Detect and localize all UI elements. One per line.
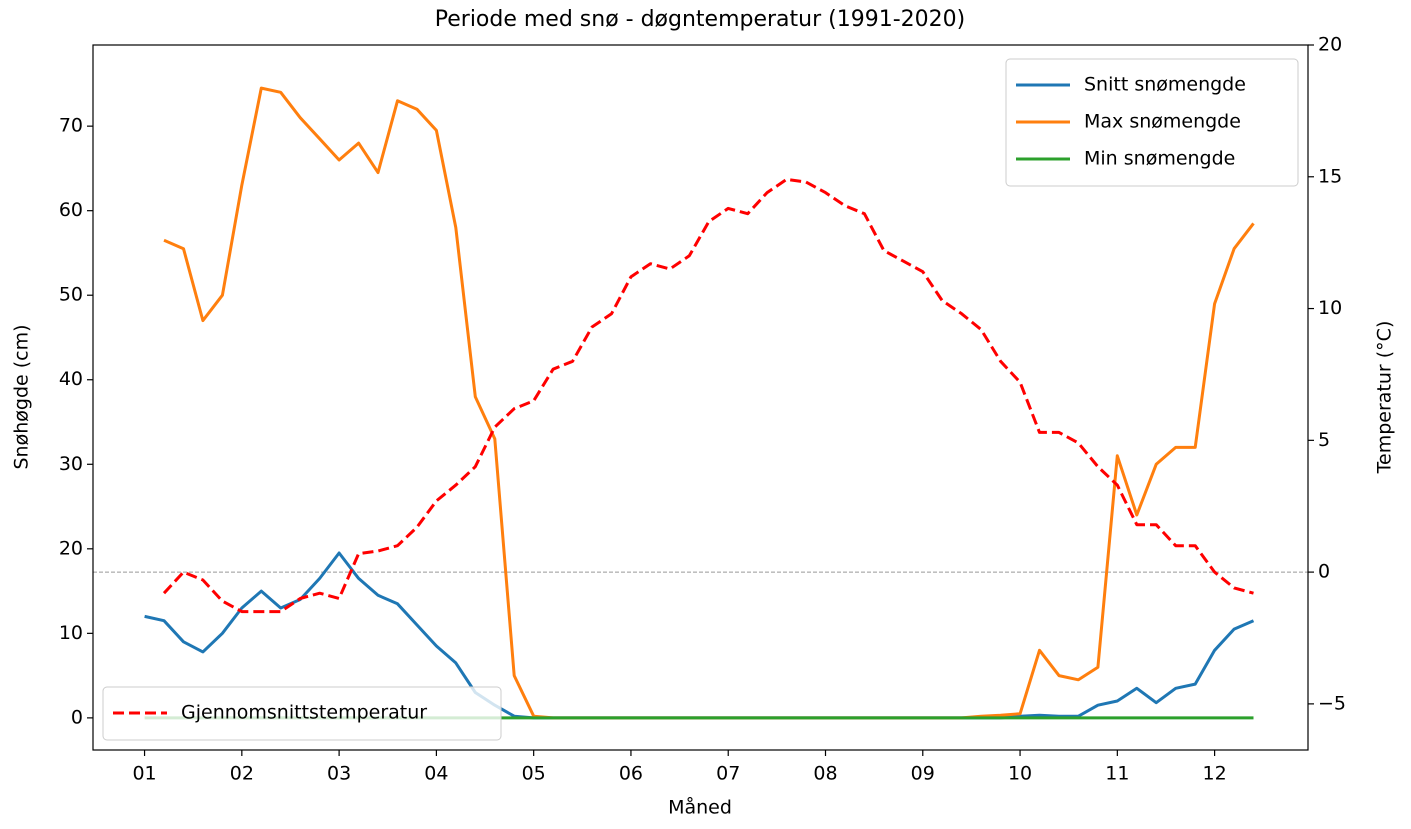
legend-box (1005, 58, 1299, 187)
y2-tick-label: 0 (1318, 561, 1330, 583)
x-tick-label: 08 (813, 763, 837, 785)
x-tick-label: 05 (522, 763, 546, 785)
legend-label: Snitt snømengde (1084, 74, 1246, 96)
legend-label: Min snømengde (1084, 148, 1235, 170)
legend-box (102, 686, 502, 741)
x-tick-label: 09 (911, 763, 935, 785)
y-tick-label: 60 (59, 199, 83, 221)
x-tick-label: 11 (1105, 763, 1129, 785)
y-tick-label: 70 (59, 115, 83, 137)
y2-tick-label: 10 (1318, 297, 1342, 319)
x-tick-label: 03 (327, 763, 351, 785)
x-tick-label: 07 (716, 763, 740, 785)
x-tick-label: 06 (619, 763, 643, 785)
y2-tick-label: 5 (1318, 429, 1330, 451)
y-tick-label: 30 (59, 453, 83, 475)
line-series (162, 177, 1254, 614)
legend-label: Gjennomsnittstemperatur (181, 702, 427, 724)
y-tick-label: 0 (71, 706, 83, 728)
x-tick-label: 12 (1203, 763, 1227, 785)
x-tick-label: 02 (230, 763, 254, 785)
x-tick-label: 10 (1008, 763, 1032, 785)
x-axis-label: Måned (668, 796, 732, 819)
y2-tick-label: 15 (1318, 165, 1342, 187)
plot-frame (92, 44, 1309, 751)
y2-tick-label: −5 (1318, 692, 1346, 714)
legend-label: Max snømengde (1084, 111, 1241, 133)
y-tick-label: 20 (59, 537, 83, 559)
x-tick-label: 04 (424, 763, 448, 785)
y-tick-label: 10 (59, 622, 83, 644)
y-axis-label: Snøhøgde (cm) (11, 324, 33, 469)
y2-axis-label: Temperatur (°C) (1374, 321, 1396, 475)
chart-title: Periode med snø - døgntemperatur (1991-2… (435, 7, 965, 32)
x-tick-label: 01 (132, 763, 156, 785)
y-tick-label: 40 (59, 368, 83, 390)
y2-tick-label: 20 (1318, 34, 1342, 56)
y-tick-label: 50 (59, 284, 83, 306)
